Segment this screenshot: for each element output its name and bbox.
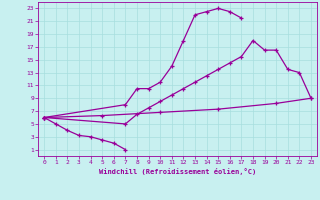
X-axis label: Windchill (Refroidissement éolien,°C): Windchill (Refroidissement éolien,°C) xyxy=(99,168,256,175)
